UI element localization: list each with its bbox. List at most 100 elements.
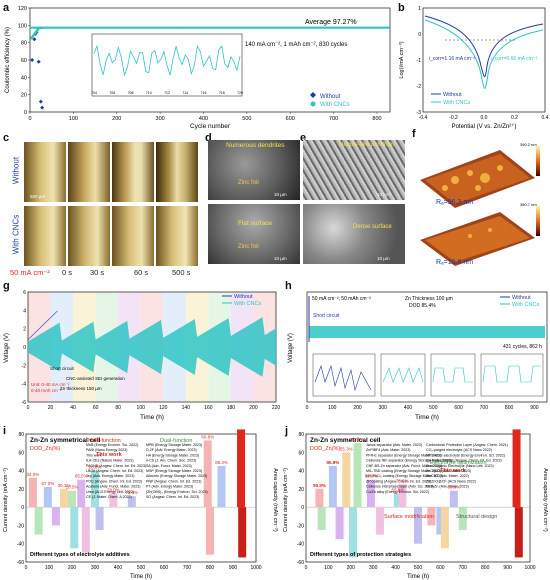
i-ref-entry: HA (Energy Storage Mater. 2023) <box>146 453 199 457</box>
b-ytick: 1 <box>418 6 421 12</box>
h-xtick: 300 <box>379 405 388 411</box>
a-point-with <box>41 26 44 30</box>
f-afm-top <box>420 146 540 208</box>
c-img-c30 <box>68 206 110 266</box>
chart-a: 0 20 40 60 80 100 120 0 100 200 300 400 500 600 700 80… <box>5 6 391 130</box>
h-xtick: 200 <box>353 405 362 411</box>
chart-h: 0 100 200 300 400 500 600 700 800 900 Voltage (V)… <box>288 291 548 421</box>
a-xtick: 500 <box>242 116 251 122</box>
g-ytick: 4 <box>23 308 26 314</box>
i-ytick: 0 <box>21 505 24 511</box>
d-img-top <box>208 140 300 200</box>
i-footer: Different types of electrolyte additives <box>30 552 130 558</box>
c-time-500: 500 s <box>172 268 191 277</box>
j-bar-neg <box>349 507 358 558</box>
j-ytick: 20 <box>298 487 304 493</box>
a-ytick: 120 <box>18 6 27 12</box>
c-img-w0 <box>24 142 66 202</box>
a-xtick: 600 <box>286 116 295 122</box>
g-xtick: 220 <box>272 405 280 411</box>
h-insets <box>312 353 544 397</box>
g-xtick: 200 <box>249 405 258 411</box>
h-legend-with: With CNCs <box>512 302 539 308</box>
a-ytick: 100 <box>18 23 27 29</box>
i-ytick: -20 <box>17 523 24 529</box>
i-bar-pos <box>237 429 246 508</box>
f-z-bottom: 380.7 nm <box>520 202 537 207</box>
j-xtick: 800 <box>481 565 490 571</box>
g-ytick: -6 <box>22 400 27 406</box>
e-caption-bottom: Dense surface <box>353 224 392 230</box>
g-xtick: 160 <box>204 405 213 411</box>
a-ylabel: Coulombic efficiency (%) <box>5 27 11 93</box>
j-ref-entry: Ni-B-Zn (Adv. Mater. 2023) <box>426 485 469 489</box>
i-xlabel: Time (h) <box>130 574 152 580</box>
a-legend-with: With CNCs <box>320 102 350 108</box>
e-caption-top: Needle-like dendrites <box>339 142 396 148</box>
i-ytick: 40 <box>18 469 24 475</box>
h-dod: DOD 85.4% <box>409 303 436 309</box>
a-point-without <box>32 37 37 42</box>
d-scale-top: 10 µm <box>274 192 287 197</box>
i-value-label: 10.5% <box>66 485 79 490</box>
j-value-label: 74.3% <box>313 483 326 488</box>
a-inset-xtick: 716 <box>201 91 207 95</box>
i-ref-entry: (Zn(OBS)₂ (Energy Environ. Sci. 2023) <box>146 490 208 494</box>
a-ytick: 60 <box>21 58 27 64</box>
b-ytick: -3 <box>417 110 422 116</box>
i-ref-entry: LBG6 (Angew. Chem. Int. Ed. 2023) <box>86 469 143 473</box>
a-point-without <box>36 59 41 64</box>
g-short: Short circuit <box>50 366 75 371</box>
j-xtick: 400 <box>391 565 400 571</box>
i-ref-entry: Jep (Adv. Energy Mater. 2023) <box>86 474 134 478</box>
i-value-label: 34.0% <box>27 472 40 477</box>
f-ra-top: Rₐ=96.3 nm <box>436 199 473 206</box>
i-xtick: 1000 <box>250 565 261 571</box>
i-bar-neg <box>81 507 90 553</box>
j-ytick: 80 <box>298 432 304 438</box>
a-legend-without: Without <box>320 94 341 100</box>
j-ref-entry: Carbonionic Protective Layer (Angew. Che… <box>426 443 508 447</box>
d-caption-bottom: Flat surface <box>238 220 272 227</box>
i-bar-pos <box>77 479 86 508</box>
j-bar-neg <box>375 507 384 535</box>
c-current: 50 mA cm⁻² <box>10 268 50 277</box>
i-ytick: 60 <box>18 450 24 456</box>
b-xtick: 0.0 <box>481 115 488 121</box>
i-xtick: 800 <box>206 565 215 571</box>
j-value-label: 51.3% <box>351 437 364 442</box>
j-bar-pos <box>393 493 402 508</box>
b-icorr-with: i_corr=0.66 mA cm⁻² <box>491 56 537 62</box>
b-curve-with <box>424 19 544 89</box>
i-xtick: 500 <box>137 565 146 571</box>
h-cycles: 431 cycles, 862 h <box>503 344 542 350</box>
i-ref-entry: Acetone (Adv. Funct. Mater. 2023) <box>86 485 140 489</box>
g-xtick: 80 <box>115 405 121 411</box>
i-ytick: -60 <box>17 560 24 566</box>
f-ra-bottom: Rₐ=19.6 nm <box>436 259 473 266</box>
c-side-without: Without <box>11 156 21 185</box>
j-ref-entry: CNF-BS-Zn separator (Adv. Funct. Mater. … <box>366 464 442 468</box>
a-point-without <box>40 105 45 110</box>
j-bar-neg <box>440 507 449 549</box>
j-bar-neg <box>317 507 326 530</box>
j-ytick: 0 <box>301 505 304 511</box>
j-xtick: 600 <box>436 565 445 571</box>
j-value-label: 75.5% <box>396 478 409 483</box>
b-xtick: -0.2 <box>449 115 458 121</box>
j-xtick: 0 <box>305 565 308 571</box>
b-xtick: 0.2 <box>511 115 518 121</box>
j-ref-entry: ZnPIBF4 (Adv. Mater. 2023) <box>366 448 410 452</box>
i-ref-entry: MPB (Energy Storage Mater. 2023) <box>146 443 202 447</box>
panel-f: Rₐ=96.3 nm Rₐ=19.6 nm 390.2 nm 380.7 nm <box>410 140 548 268</box>
j-xtick: 1000 <box>524 565 535 571</box>
a-point-without <box>30 58 35 62</box>
i-xtick: 700 <box>183 565 192 571</box>
g-legend-with: With CNCs <box>234 301 261 307</box>
g-xtick: 180 <box>227 405 236 411</box>
g-xtick: 120 <box>159 405 168 411</box>
j-value-label: 60.8% <box>447 485 460 490</box>
i-ref-entry: SA (Adv. Funct. Mater. 2023) <box>146 464 192 468</box>
b-xtick: -0.4 <box>419 115 428 121</box>
i-value-label: 60.8% <box>201 434 214 439</box>
